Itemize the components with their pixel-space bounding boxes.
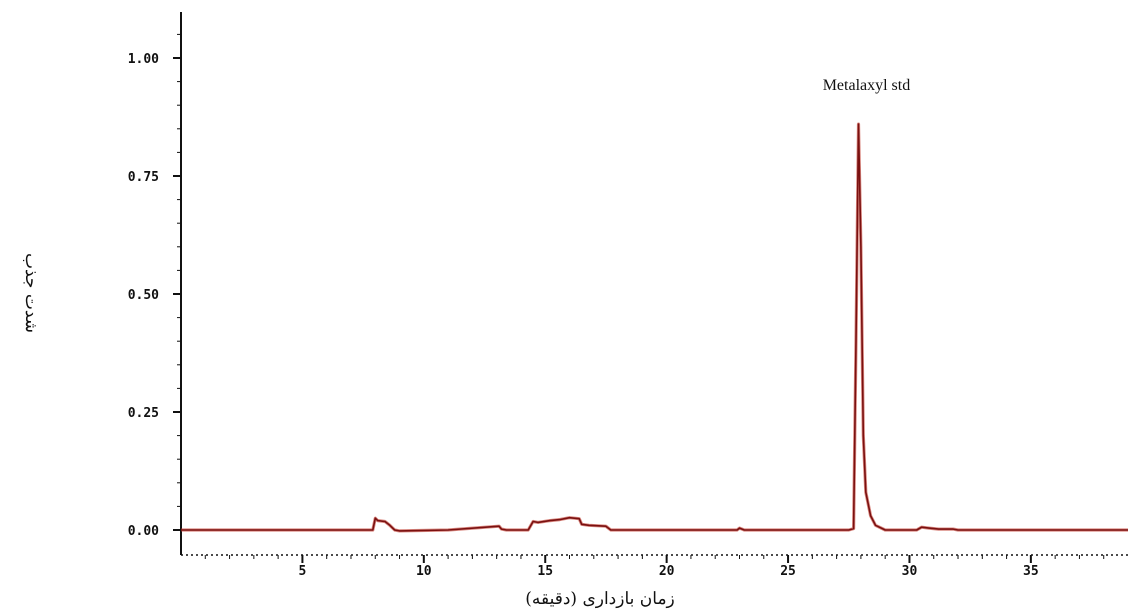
peak-annotation: Metalaxyl std <box>823 77 911 94</box>
y-axis-label: شدت جذب <box>21 253 41 333</box>
y-tick-label: 1.00 <box>128 52 159 67</box>
x-tick-label: 30 <box>902 564 918 579</box>
y-tick-label: 0.00 <box>128 524 159 539</box>
x-tick-label: 35 <box>1023 564 1039 579</box>
x-tick-label: 20 <box>659 564 675 579</box>
x-ticks: 5 10 15 20 25 30 35 <box>204 555 1105 579</box>
series <box>181 122 1128 533</box>
y-tick-label: 0.25 <box>128 406 159 421</box>
y-tick-label: 0.75 <box>128 170 159 185</box>
x-axis-label: زمان بازداری (دقیقه) <box>525 589 675 609</box>
x-tick-label: 5 <box>298 564 306 579</box>
trace-line <box>181 123 1128 532</box>
axes <box>180 12 1128 556</box>
x-tick-label: 15 <box>537 564 553 579</box>
x-tick-label: 10 <box>416 564 432 579</box>
trace-glow <box>181 122 1128 533</box>
y-ticks: 0.00 0.25 0.50 0.75 1.00 <box>128 33 181 539</box>
y-tick-label: 0.50 <box>128 288 159 303</box>
x-tick-label: 25 <box>780 564 796 579</box>
